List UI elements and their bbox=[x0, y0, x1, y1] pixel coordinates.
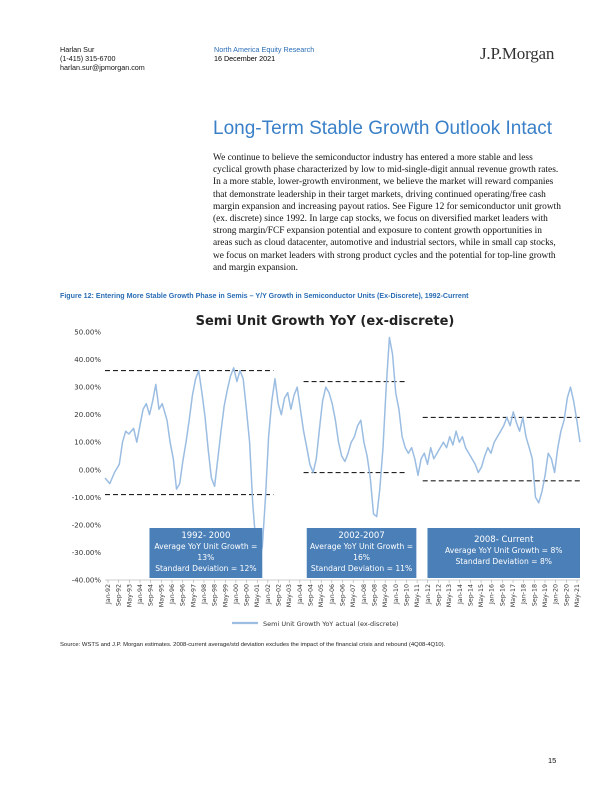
department-label: North America Equity Research bbox=[214, 45, 315, 54]
x-tick-label: Sep-06 bbox=[340, 584, 347, 606]
x-tick-label: May-95 bbox=[158, 584, 165, 607]
x-tick-label: May-03 bbox=[286, 584, 293, 607]
x-tick-label: May-11 bbox=[414, 584, 421, 607]
x-tick-label: Jan-18 bbox=[521, 584, 528, 605]
annotation-period: 2002-2007 bbox=[338, 531, 384, 541]
annotation-text: Average YoY Unit Growth = bbox=[310, 542, 413, 551]
annotation-text: Average YoY Unit Growth = 8% bbox=[445, 546, 563, 555]
y-tick-label: -20.00% bbox=[72, 521, 102, 529]
annotation-text: Standard Deviation = 12% bbox=[155, 564, 256, 573]
x-tick-label: May-97 bbox=[190, 584, 197, 607]
x-tick-label: May-17 bbox=[510, 584, 517, 607]
x-tick-label: Sep-00 bbox=[244, 584, 251, 606]
page-number: 15 bbox=[548, 756, 557, 765]
report-date: 16 December 2021 bbox=[214, 53, 276, 63]
source-note: Source: WSTS and J.P. Morgan estimates. … bbox=[60, 642, 446, 648]
x-tick-label: Jan-20 bbox=[553, 584, 560, 605]
x-tick-label: May-13 bbox=[446, 584, 453, 607]
y-tick-label: -40.00% bbox=[72, 577, 102, 585]
x-tick-label: May-01 bbox=[254, 584, 261, 607]
x-tick-label: Sep-12 bbox=[435, 584, 442, 606]
x-tick-label: May-15 bbox=[478, 584, 485, 607]
analyst-email[interactable]: harlan.sur@jpmorgan.com bbox=[60, 62, 145, 72]
annotation-box-bg bbox=[306, 528, 417, 578]
series-line bbox=[104, 336, 581, 559]
annotation-text: Average YoY Unit Growth = bbox=[154, 542, 257, 551]
figure-caption: Figure 12: Entering More Stable Growth P… bbox=[60, 292, 469, 300]
analyst-phone: (1-415) 315-6700 bbox=[60, 53, 116, 63]
series-group bbox=[104, 336, 581, 559]
annotation-text: 13% bbox=[197, 553, 214, 562]
legend: Semi Unit Growth YoY actual (ex-discrete… bbox=[232, 620, 399, 628]
x-tick-label: Jan-02 bbox=[265, 584, 272, 605]
annotation-box-bg bbox=[149, 528, 263, 578]
y-tick-label: 20.00% bbox=[74, 411, 101, 419]
annotation-text: Standard Deviation = 11% bbox=[311, 564, 412, 573]
analyst-name: Harlan Sur bbox=[60, 45, 95, 54]
x-tick-label: May-21 bbox=[574, 584, 581, 607]
x-tick-label: May-19 bbox=[542, 584, 549, 607]
x-tick-label: Jan-98 bbox=[201, 584, 208, 605]
report-info: North America Equity Research 16 Decembe… bbox=[214, 45, 315, 64]
x-tick-label: Sep-08 bbox=[371, 584, 378, 606]
x-tick-label: Jan-16 bbox=[489, 584, 496, 605]
semi-unit-growth-chart: Semi Unit Growth YoY (ex-discrete) 50.00… bbox=[72, 314, 581, 628]
x-tick-label: May-93 bbox=[126, 584, 133, 607]
y-tick-label: 10.00% bbox=[74, 439, 101, 447]
x-tick-label: Sep-14 bbox=[467, 584, 474, 606]
x-tick-label: Sep-04 bbox=[308, 584, 315, 606]
annotation-box-bg bbox=[427, 528, 580, 578]
x-tick-label: Sep-98 bbox=[212, 584, 219, 606]
x-tick-label: Jan-04 bbox=[297, 584, 304, 605]
y-tick-label: 30.00% bbox=[74, 384, 101, 392]
y-tick-label: 50.00% bbox=[74, 329, 101, 337]
annotation-period: 1992- 2000 bbox=[181, 531, 230, 541]
y-tick-label: 0.00% bbox=[79, 466, 102, 474]
x-tick-label: Sep-10 bbox=[403, 584, 410, 606]
legend-label: Semi Unit Growth YoY actual (ex-discrete… bbox=[263, 620, 399, 628]
analyst-info: Harlan Sur (1-415) 315-6700 harlan.sur@j… bbox=[60, 45, 145, 72]
x-tick-label: Sep-20 bbox=[563, 584, 570, 606]
reference-lines bbox=[105, 370, 580, 496]
x-tick-label: Sep-92 bbox=[116, 584, 123, 606]
x-axis: Jan-92 Sep-92 May-93 Jan-94 Sep-94 May-95 Jan-… bbox=[105, 579, 581, 607]
y-axis: 50.00% 40.00% 30.00% 20.00% 10.00% 0.00% -10.0… bbox=[72, 329, 102, 585]
jpmorgan-logo: J.P.Morgan bbox=[480, 44, 555, 63]
x-tick-label: Jan-12 bbox=[425, 584, 432, 605]
x-tick-label: Sep-94 bbox=[148, 584, 155, 606]
x-tick-label: May-05 bbox=[318, 584, 325, 607]
annotation-text: 16% bbox=[353, 553, 370, 562]
x-tick-label: Sep-16 bbox=[499, 584, 506, 606]
x-tick-label: May-07 bbox=[350, 584, 357, 607]
x-tick-label: May-99 bbox=[222, 584, 229, 607]
x-tick-label: Jan-92 bbox=[105, 584, 112, 605]
y-tick-label: -10.00% bbox=[72, 494, 102, 502]
x-tick-label: May-09 bbox=[382, 584, 389, 607]
x-tick-label: Jan-10 bbox=[393, 584, 400, 605]
x-tick-label: Jan-94 bbox=[137, 584, 144, 605]
x-tick-label: Sep-18 bbox=[531, 584, 538, 606]
annotation-text: Standard Deviation = 8% bbox=[455, 557, 552, 566]
body-paragraph: We continue to believe the semiconductor… bbox=[213, 153, 561, 273]
annotation-period: 2008- Current bbox=[474, 535, 534, 545]
x-tick-label: Jan-96 bbox=[169, 584, 176, 605]
y-tick-label: 40.00% bbox=[74, 356, 101, 364]
x-tick-label: Jan-00 bbox=[233, 584, 240, 605]
x-tick-label: Sep-96 bbox=[180, 584, 187, 606]
chart-title: Semi Unit Growth YoY (ex-discrete) bbox=[196, 314, 455, 329]
x-tick-label: Jan-06 bbox=[329, 584, 336, 605]
y-tick-label: -30.00% bbox=[72, 549, 102, 557]
x-tick-label: Sep-02 bbox=[276, 584, 283, 606]
x-tick-label: Jan-08 bbox=[361, 584, 368, 605]
x-tick-label: Jan-14 bbox=[457, 584, 464, 605]
section-title: Long-Term Stable Growth Outlook Intact bbox=[213, 118, 552, 139]
